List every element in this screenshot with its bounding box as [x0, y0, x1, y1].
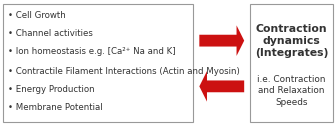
Text: • Energy Production: • Energy Production [8, 85, 95, 94]
Text: i.e. Contraction
and Relaxation
Speeds: i.e. Contraction and Relaxation Speeds [257, 75, 326, 107]
Text: Contraction
dynamics
(Integrates): Contraction dynamics (Integrates) [255, 24, 328, 58]
Text: • Contractile Filament Interactions (Actin and Myosin): • Contractile Filament Interactions (Act… [8, 67, 240, 76]
FancyBboxPatch shape [250, 4, 333, 122]
Text: • Channel activities: • Channel activities [8, 29, 93, 38]
Text: • Ion homeostasis e.g. [Ca²⁺ Na and K]: • Ion homeostasis e.g. [Ca²⁺ Na and K] [8, 47, 176, 56]
Text: • Membrane Potential: • Membrane Potential [8, 103, 103, 112]
Text: • Cell Growth: • Cell Growth [8, 11, 66, 20]
FancyBboxPatch shape [3, 4, 193, 122]
